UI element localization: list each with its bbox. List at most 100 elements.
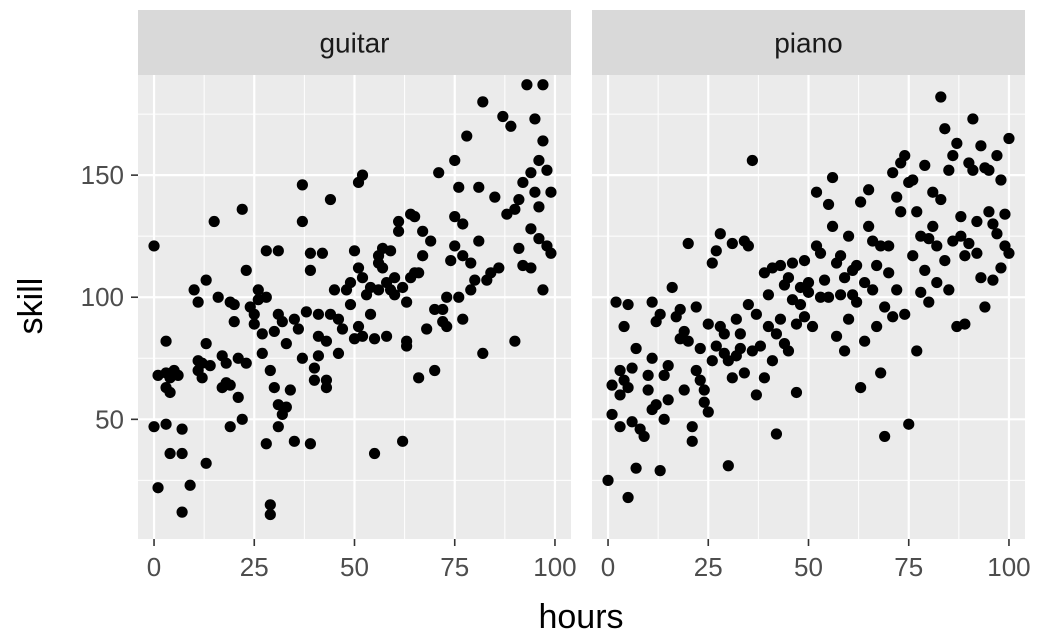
data-point <box>537 79 549 91</box>
data-point <box>859 276 871 289</box>
data-point <box>738 367 750 379</box>
data-point <box>907 174 919 186</box>
data-point <box>726 237 738 250</box>
data-point <box>505 120 517 132</box>
data-point <box>533 201 545 213</box>
data-point <box>220 357 232 369</box>
data-point <box>457 218 469 230</box>
data-point <box>626 362 638 374</box>
data-point <box>256 328 268 340</box>
data-point <box>288 313 300 325</box>
data-point <box>352 320 365 333</box>
data-point <box>324 193 337 206</box>
data-point <box>509 335 521 347</box>
data-point <box>983 164 995 176</box>
data-point <box>184 479 196 491</box>
data-point <box>529 186 541 198</box>
data-point <box>871 320 883 333</box>
data-point <box>662 394 674 406</box>
data-point <box>762 320 775 333</box>
data-point <box>907 250 919 262</box>
data-point <box>935 193 947 206</box>
data-point <box>429 364 441 377</box>
data-point <box>160 335 172 347</box>
data-point <box>316 247 329 259</box>
data-point <box>923 233 935 245</box>
data-point <box>955 230 967 242</box>
data-point <box>995 262 1007 274</box>
data-point <box>658 369 670 381</box>
data-point <box>794 298 807 311</box>
data-point <box>923 296 935 308</box>
data-point <box>606 379 618 391</box>
data-point <box>264 499 276 511</box>
data-point <box>312 350 325 362</box>
data-point <box>818 274 831 286</box>
data-point <box>618 320 630 333</box>
data-point <box>477 347 489 359</box>
data-point <box>457 313 469 325</box>
data-point <box>324 308 337 320</box>
data-point <box>525 262 537 274</box>
data-point <box>380 330 393 342</box>
data-point <box>228 298 240 311</box>
data-point <box>352 262 365 274</box>
data-point <box>842 313 855 325</box>
data-point <box>871 259 883 272</box>
data-point <box>356 272 369 284</box>
data-point <box>308 374 321 386</box>
data-point <box>413 267 425 279</box>
data-point <box>606 408 618 421</box>
data-point <box>256 347 268 359</box>
data-point <box>388 289 401 301</box>
data-point <box>867 284 879 296</box>
data-point <box>927 186 939 198</box>
data-point <box>288 435 300 447</box>
data-point <box>855 196 867 208</box>
data-point <box>417 225 429 237</box>
data-point <box>979 301 991 313</box>
data-point <box>236 413 248 425</box>
data-point <box>642 384 654 396</box>
data-point <box>453 291 465 303</box>
data-point <box>883 240 895 252</box>
data-point <box>388 272 401 284</box>
data-point <box>770 328 783 340</box>
data-point <box>883 267 895 279</box>
data-point <box>690 301 702 313</box>
data-point <box>545 247 557 259</box>
data-point <box>722 460 734 472</box>
data-point <box>541 164 553 176</box>
data-point <box>176 447 188 460</box>
data-point <box>786 294 799 306</box>
data-point <box>955 211 967 223</box>
data-point <box>987 218 999 230</box>
data-point <box>919 159 931 171</box>
data-point <box>983 206 995 218</box>
data-point <box>272 245 284 257</box>
data-point <box>999 208 1011 220</box>
data-point <box>264 508 276 521</box>
data-point <box>393 215 405 228</box>
data-point <box>304 438 316 450</box>
data-point <box>766 355 779 367</box>
data-point <box>750 308 762 320</box>
data-point <box>260 245 272 257</box>
x-tick-label-piano-50: 50 <box>794 552 823 582</box>
data-point <box>296 352 308 364</box>
data-point <box>465 284 477 296</box>
data-point <box>758 372 770 384</box>
data-point <box>798 255 811 267</box>
data-point <box>943 164 955 176</box>
data-point <box>782 345 795 357</box>
data-point <box>240 264 252 276</box>
data-point <box>148 240 160 252</box>
data-point <box>260 438 272 450</box>
data-point <box>971 215 983 228</box>
data-point <box>409 211 421 223</box>
data-point <box>529 113 541 125</box>
data-point <box>931 276 943 289</box>
data-point <box>284 384 296 396</box>
data-point <box>794 281 807 294</box>
data-point <box>260 291 272 303</box>
